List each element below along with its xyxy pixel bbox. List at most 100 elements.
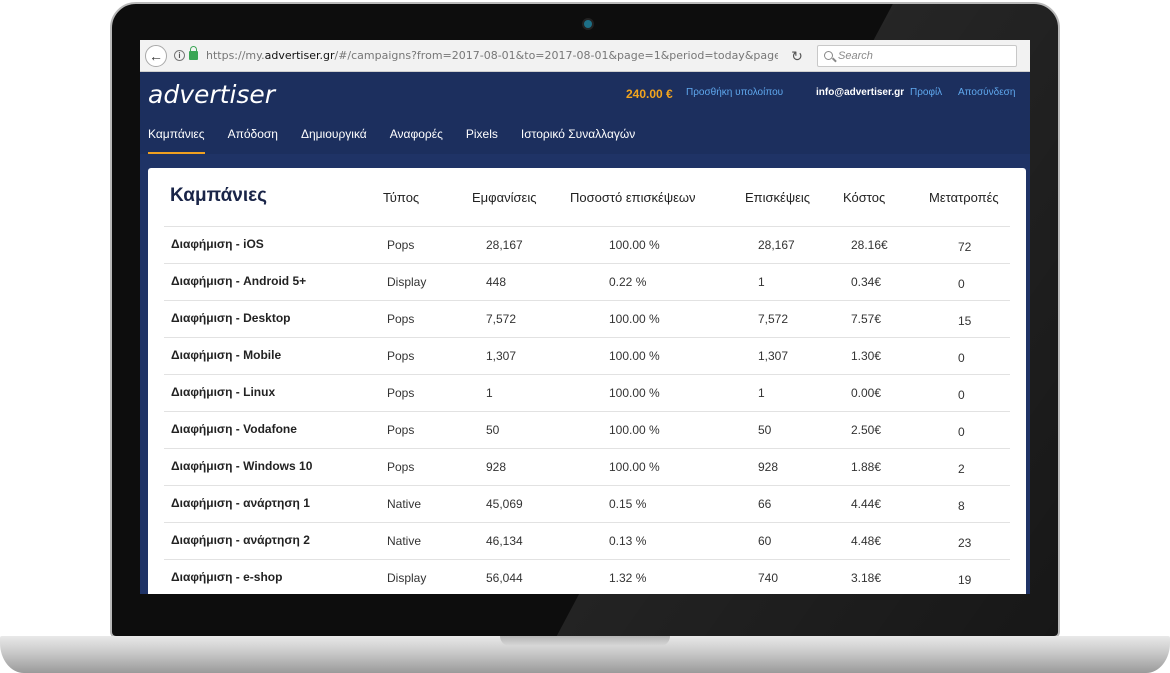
campaign-impressions: 928 — [486, 460, 507, 474]
campaign-name[interactable]: Διαφήμιση - Vodafone — [171, 422, 297, 436]
campaign-visits: 28,167 — [758, 238, 795, 252]
campaign-name[interactable]: Διαφήμιση - Android 5+ — [171, 274, 307, 288]
campaign-name[interactable]: Διαφήμιση - iOS — [171, 237, 264, 251]
campaign-impressions: 56,044 — [486, 571, 523, 585]
campaign-name[interactable]: Διαφήμιση - e-shop — [171, 570, 283, 584]
column-header-type[interactable]: Τύπος — [383, 190, 420, 205]
campaign-impressions: 50 — [486, 423, 500, 437]
campaign-type: Display — [387, 275, 427, 289]
url-domain: advertiser.gr — [264, 49, 335, 62]
logo[interactable]: advertiser — [148, 80, 276, 109]
campaigns-panel: Καμπάνιες Τύπος Εμφανίσεις Ποσοστό επισκ… — [148, 168, 1026, 594]
campaign-visit-rate: 0.15 % — [609, 497, 647, 511]
campaign-impressions: 448 — [486, 275, 507, 289]
campaign-conversions: 0 — [958, 425, 965, 439]
campaign-visits: 1,307 — [758, 349, 789, 363]
campaign-visits: 740 — [758, 571, 779, 585]
table-row[interactable]: Διαφήμιση - Android 5+ Display 448 0.22 % 1 0… — [164, 263, 1010, 300]
search-box[interactable] — [817, 45, 1017, 67]
tab-pixels[interactable]: Pixels — [465, 127, 498, 141]
campaign-impressions: 46,134 — [486, 534, 523, 548]
campaigns-table: Διαφήμιση - iOS Pops 28,167 100.00 % 28,167 2… — [164, 226, 1010, 594]
campaign-cost: 7.57€ — [851, 312, 882, 326]
campaign-type: Pops — [387, 460, 415, 474]
campaign-conversions: 0 — [958, 351, 965, 365]
table-row[interactable]: Διαφήμιση - ανάρτηση 1 Native 45,069 0.15 %… — [164, 485, 1010, 522]
search-icon — [824, 51, 833, 60]
screen: ← i https://my.advertiser.gr/#/campaigns… — [140, 40, 1030, 594]
campaign-type: Pops — [387, 238, 415, 252]
table-row[interactable]: Διαφήμιση - iOS Pops 28,167 100.00 % 28,167 2… — [164, 226, 1010, 263]
campaign-visit-rate: 0.22 % — [609, 275, 647, 289]
tab-performance[interactable]: Απόδοση — [227, 127, 278, 141]
campaign-cost: 0.00€ — [851, 386, 882, 400]
campaign-cost: 2.50€ — [851, 423, 882, 437]
campaign-cost: 4.44€ — [851, 497, 882, 511]
campaign-visits: 1 — [758, 275, 765, 289]
campaign-impressions: 1,307 — [486, 349, 517, 363]
campaign-visits: 66 — [758, 497, 772, 511]
info-icon[interactable]: i — [174, 50, 185, 61]
table-row[interactable]: Διαφήμιση - e-shop Display 56,044 1.32 % 740… — [164, 559, 1010, 594]
campaign-conversions: 0 — [958, 277, 965, 291]
address-bar[interactable]: https://my.advertiser.gr/#/campaigns?fro… — [206, 46, 778, 66]
campaign-conversions: 23 — [958, 536, 972, 550]
campaign-cost: 28.16€ — [851, 238, 888, 252]
table-row[interactable]: Διαφήμιση - Vodafone Pops 50 100.00 % 50 2.50… — [164, 411, 1010, 448]
back-arrow-icon[interactable]: ← — [145, 45, 167, 67]
campaign-visit-rate: 100.00 % — [609, 423, 660, 437]
campaign-conversions: 8 — [958, 499, 965, 513]
tab-creatives[interactable]: Δημιουργικά — [300, 127, 367, 141]
column-header-cost[interactable]: Κόστος — [843, 190, 886, 205]
campaign-impressions: 28,167 — [486, 238, 523, 252]
browser-toolbar: ← i https://my.advertiser.gr/#/campaigns… — [140, 40, 1030, 72]
campaign-cost: 1.30€ — [851, 349, 882, 363]
campaign-visits: 928 — [758, 460, 779, 474]
laptop-notch — [500, 636, 670, 646]
campaign-name[interactable]: Διαφήμιση - ανάρτηση 1 — [171, 496, 310, 510]
campaign-name[interactable]: Διαφήμιση - Desktop — [171, 311, 291, 325]
campaign-visits: 50 — [758, 423, 772, 437]
campaign-impressions: 1 — [486, 386, 493, 400]
campaign-type: Display — [387, 571, 427, 585]
column-header-visits[interactable]: Επισκέψεις — [745, 190, 811, 205]
table-row[interactable]: Διαφήμιση - Mobile Pops 1,307 100.00 % 1,307… — [164, 337, 1010, 374]
campaign-name[interactable]: Διαφήμιση - ανάρτηση 2 — [171, 533, 310, 547]
column-header-impressions[interactable]: Εμφανίσεις — [472, 190, 537, 205]
campaign-visit-rate: 100.00 % — [609, 460, 660, 474]
logout-link[interactable]: Αποσύνδεση — [958, 87, 1016, 98]
campaign-type: Pops — [387, 386, 415, 400]
page-title: Καμπάνιες — [170, 185, 268, 206]
table-row[interactable]: Διαφήμιση - Windows 10 Pops 928 100.00 % 928… — [164, 448, 1010, 485]
campaign-visit-rate: 1.32 % — [609, 571, 647, 585]
reload-icon[interactable]: ↻ — [791, 48, 803, 64]
column-header-visit-rate[interactable]: Ποσοστό επισκέψεων — [570, 190, 696, 205]
url-prefix: https://my. — [206, 49, 265, 62]
campaign-type: Native — [387, 497, 422, 511]
campaign-conversions: 72 — [958, 240, 972, 254]
campaign-cost: 3.18€ — [851, 571, 882, 585]
campaign-name[interactable]: Διαφήμιση - Mobile — [171, 348, 282, 362]
tab-campaigns[interactable]: Καμπάνιες — [148, 126, 205, 154]
campaign-name[interactable]: Διαφήμιση - Linux — [171, 385, 276, 399]
table-row[interactable]: Διαφήμιση - Desktop Pops 7,572 100.00 % 7,57… — [164, 300, 1010, 337]
campaign-visits: 7,572 — [758, 312, 789, 326]
app-header: advertiser 240.00 € Προσθήκη υπολοίπου i… — [140, 72, 1030, 154]
table-row[interactable]: Διαφήμιση - ανάρτηση 2 Native 46,134 0.13 %… — [164, 522, 1010, 559]
tab-reports[interactable]: Αναφορές — [389, 127, 443, 141]
tab-transaction-history[interactable]: Ιστορικό Συναλλαγών — [520, 127, 636, 141]
main-nav: Καμπάνιες Απόδοση Δημιουργικά Αναφορές P… — [148, 126, 658, 154]
table-row[interactable]: Διαφήμιση - Linux Pops 1 100.00 % 1 0.00€ 0 — [164, 374, 1010, 411]
campaign-visit-rate: 100.00 % — [609, 238, 660, 252]
search-input[interactable] — [838, 48, 1008, 64]
campaign-name[interactable]: Διαφήμιση - Windows 10 — [171, 459, 313, 473]
add-funds-link[interactable]: Προσθήκη υπολοίπου — [686, 87, 784, 98]
campaign-conversions: 0 — [958, 388, 965, 402]
profile-link[interactable]: Προφίλ — [910, 87, 943, 98]
column-header-conversions[interactable]: Μετατροπές — [929, 190, 999, 205]
balance-amount: 240.00 € — [626, 87, 673, 101]
user-email[interactable]: info@advertiser.gr — [816, 87, 905, 98]
campaign-type: Native — [387, 534, 422, 548]
campaign-conversions: 2 — [958, 462, 965, 476]
campaign-type: Pops — [387, 423, 415, 437]
